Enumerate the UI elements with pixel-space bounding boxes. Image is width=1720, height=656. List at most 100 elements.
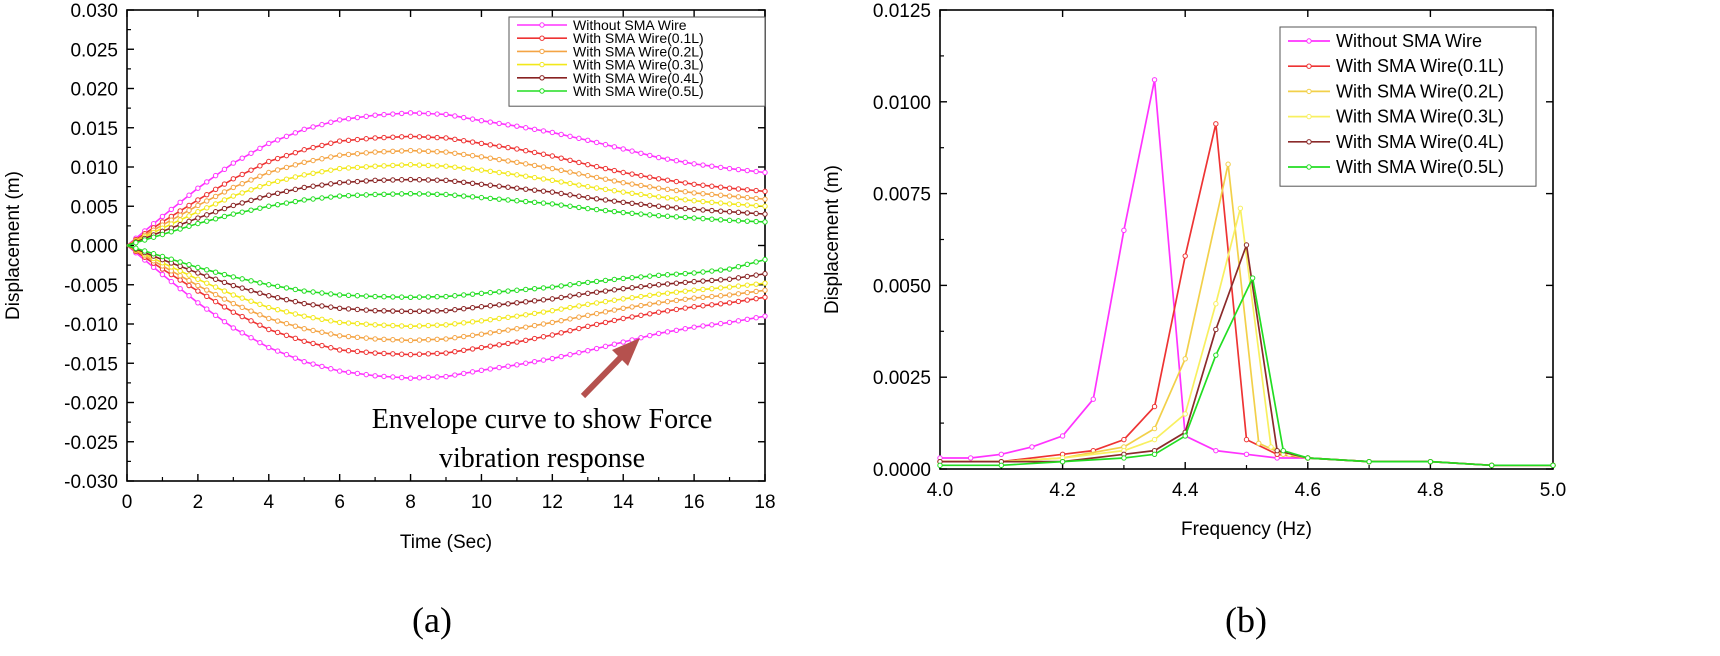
series-marker xyxy=(505,327,511,333)
series-marker xyxy=(1274,447,1280,454)
series-marker xyxy=(230,309,237,315)
series-marker xyxy=(1243,242,1250,248)
series-marker xyxy=(655,300,662,306)
series-marker xyxy=(434,177,440,183)
series-marker xyxy=(266,293,272,299)
series-marker xyxy=(398,191,405,197)
series-marker xyxy=(682,159,688,165)
series-marker xyxy=(496,120,502,127)
series-marker xyxy=(558,353,564,360)
series-marker xyxy=(700,323,706,329)
y-tick-label: 0.0000 xyxy=(873,460,931,481)
series-marker xyxy=(204,293,210,300)
series-marker xyxy=(372,350,378,356)
series-marker xyxy=(576,193,582,199)
series-marker xyxy=(664,298,671,305)
series-marker xyxy=(195,220,201,227)
series-marker xyxy=(514,123,520,129)
series-marker xyxy=(753,195,759,202)
series-marker xyxy=(292,311,299,317)
series-marker xyxy=(709,216,715,222)
series-marker xyxy=(647,301,653,307)
series-marker xyxy=(523,286,529,293)
series-marker xyxy=(700,162,706,168)
series-marker xyxy=(673,289,680,295)
series-marker xyxy=(257,280,263,286)
series-marker xyxy=(1213,352,1219,358)
series-marker xyxy=(133,245,139,251)
series-marker xyxy=(159,271,166,278)
series-marker xyxy=(469,291,476,297)
series-marker xyxy=(407,147,414,154)
series-marker xyxy=(549,201,556,207)
series-marker xyxy=(496,315,502,322)
series-marker xyxy=(540,285,547,291)
series-marker xyxy=(257,290,263,296)
series-marker xyxy=(434,374,440,380)
series-marker xyxy=(505,363,511,369)
annotation-line-1: Envelope curve to show Force xyxy=(372,404,713,435)
series-marker xyxy=(354,136,361,143)
series-marker xyxy=(425,374,431,381)
series-marker xyxy=(1237,205,1244,211)
series-marker xyxy=(540,309,547,315)
series-marker xyxy=(558,317,564,324)
series-marker xyxy=(593,174,600,181)
series-marker xyxy=(469,180,476,186)
series-marker xyxy=(937,462,943,469)
series-marker xyxy=(531,126,538,133)
series-marker xyxy=(620,339,626,345)
series-marker xyxy=(469,305,476,311)
series-marker xyxy=(292,130,299,136)
annotation-arrow-shaft xyxy=(580,353,625,399)
series-marker xyxy=(434,163,440,169)
series-marker xyxy=(283,133,290,140)
series-marker xyxy=(585,279,591,286)
series-marker xyxy=(691,295,697,301)
series-marker xyxy=(567,192,573,198)
series-marker xyxy=(461,151,467,158)
series-marker xyxy=(514,185,520,191)
series-marker xyxy=(549,284,556,290)
legend-label: With SMA Wire(0.2L) xyxy=(573,43,704,59)
series-marker xyxy=(195,300,201,306)
series-marker xyxy=(540,164,547,170)
series-marker xyxy=(487,330,494,336)
series-marker xyxy=(487,316,494,323)
series-marker xyxy=(159,213,166,220)
legend-marker xyxy=(1306,88,1312,95)
series-marker xyxy=(221,166,228,173)
series-marker xyxy=(744,202,750,208)
series-marker xyxy=(230,184,237,191)
series-marker xyxy=(496,156,502,163)
series-marker xyxy=(319,290,325,296)
series-marker xyxy=(354,114,361,121)
y-axis-title: Displacement (m) xyxy=(822,165,843,314)
series-marker xyxy=(186,272,192,278)
series-marker xyxy=(142,237,148,243)
series-marker xyxy=(531,174,538,181)
series-marker xyxy=(372,293,378,300)
series-marker xyxy=(531,187,538,193)
series-marker xyxy=(177,208,183,214)
series-marker xyxy=(655,194,662,200)
series-marker xyxy=(664,177,671,183)
series-marker xyxy=(168,278,175,285)
series-marker xyxy=(611,144,618,150)
series-marker xyxy=(1182,411,1188,417)
series-marker xyxy=(292,162,299,168)
series-marker xyxy=(700,198,706,205)
x-axis-title: Frequency (Hz) xyxy=(1181,519,1312,540)
series-marker xyxy=(443,191,449,198)
series-marker xyxy=(611,317,618,324)
series-marker xyxy=(221,181,228,187)
series-marker xyxy=(354,320,361,327)
series-marker xyxy=(567,169,573,175)
y-tick-label: 0.0100 xyxy=(873,93,931,114)
series-marker xyxy=(186,262,192,268)
series-marker xyxy=(744,210,750,216)
series-marker xyxy=(319,303,325,309)
series-marker xyxy=(620,285,626,292)
series-marker xyxy=(505,288,511,294)
series-marker xyxy=(655,185,662,191)
